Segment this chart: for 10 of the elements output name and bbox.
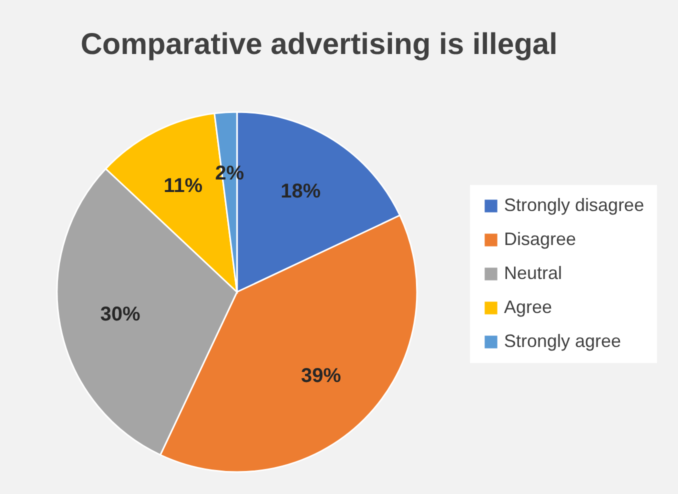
chart-title: Comparative advertising is illegal [80,28,558,61]
legend-label: Agree [504,297,552,317]
legend-label: Neutral [504,263,562,283]
data-label: 30% [100,303,141,326]
data-label: 11% [164,175,203,198]
legend-label: Strongly disagree [504,195,644,215]
data-label: 39% [300,365,342,388]
data-label: 18% [280,180,321,203]
legend-label: Strongly agree [504,331,622,351]
legend-label: Disagree [504,229,576,249]
